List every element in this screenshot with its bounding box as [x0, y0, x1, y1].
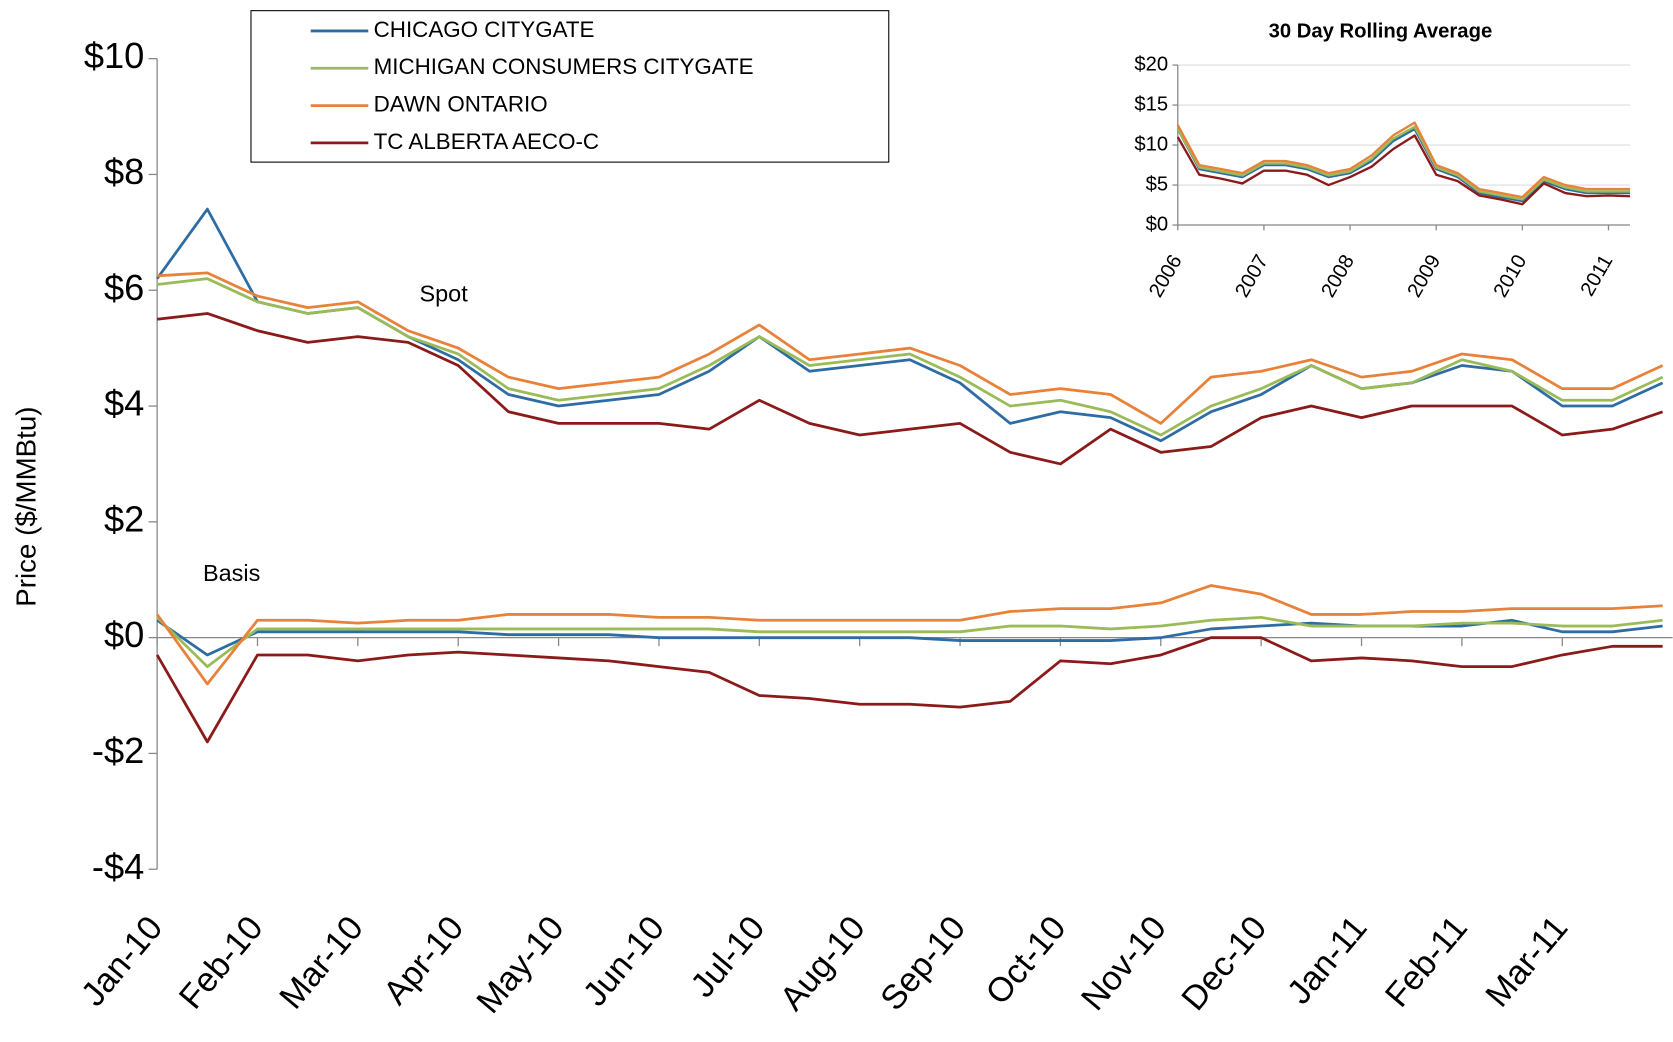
series-line	[1176, 125, 1630, 201]
inset-title: 30 Day Rolling Average	[1269, 20, 1493, 42]
x-tick-label: Apr-10	[376, 909, 471, 1012]
x-tick-label: Mar-11	[1478, 909, 1575, 1014]
y-tick-label: -$4	[92, 846, 144, 887]
basis-line	[156, 616, 1663, 668]
y-axis-label: Price ($/MMBtu)	[10, 406, 41, 606]
legend-label: DAWN ONTARIO	[374, 92, 548, 117]
x-tick-label: Mar-10	[272, 909, 371, 1016]
x-tick-label: Sep-10	[873, 909, 973, 1018]
legend-box	[250, 10, 890, 163]
x-tick-label: Feb-11	[1378, 909, 1475, 1014]
series-line	[1176, 127, 1630, 203]
y-tick-label: $20	[1134, 53, 1168, 75]
x-tick-label: Jan-10	[74, 909, 170, 1013]
x-tick-label: Dec-10	[1174, 909, 1274, 1018]
x-tick-label: Nov-10	[1074, 909, 1174, 1018]
basis-line	[155, 584, 1663, 686]
y-tick-label: $5	[1146, 173, 1169, 195]
y-tick-label: $0	[1146, 213, 1169, 235]
y-tick-label: $2	[104, 498, 144, 539]
y-tick-label: $6	[104, 267, 144, 308]
legend-label: MICHIGAN CONSUMERS CITYGATE	[374, 54, 754, 79]
x-tick-label: May-10	[469, 909, 571, 1021]
y-tick-label: $4	[104, 383, 144, 424]
legend: CHICAGO CITYGATE MICHIGAN CONSUMERS CITYG…	[250, 10, 890, 163]
x-tick-label: Feb-10	[172, 909, 271, 1016]
x-tick-label: Jun-10	[576, 909, 672, 1013]
y-tick-label: $8	[104, 151, 144, 192]
y-tick-label: $10	[84, 35, 144, 76]
legend-label: TC ALBERTA AECO-C	[374, 129, 599, 154]
x-tick-label: Aug-10	[773, 909, 873, 1018]
y-tick-label: $10	[1134, 133, 1168, 155]
x-tick-label: Oct-10	[979, 909, 1074, 1012]
y-tick-label: -$2	[92, 730, 144, 771]
series-line	[1176, 121, 1630, 199]
basis-line	[155, 636, 1663, 744]
series-line	[156, 277, 1664, 437]
annotation: Basis	[203, 560, 260, 586]
legend-label: CHICAGO CITYGATE	[374, 17, 595, 42]
series-line	[157, 271, 1664, 425]
y-tick-label: $0	[104, 614, 144, 655]
x-tick-label: Jan-11	[1280, 909, 1375, 1011]
y-tick-label: $15	[1134, 93, 1168, 115]
x-tick-label: Jul-10	[684, 909, 773, 1005]
series-line	[156, 312, 1664, 466]
series-line	[1176, 134, 1631, 206]
annotation: Spot	[419, 281, 468, 307]
